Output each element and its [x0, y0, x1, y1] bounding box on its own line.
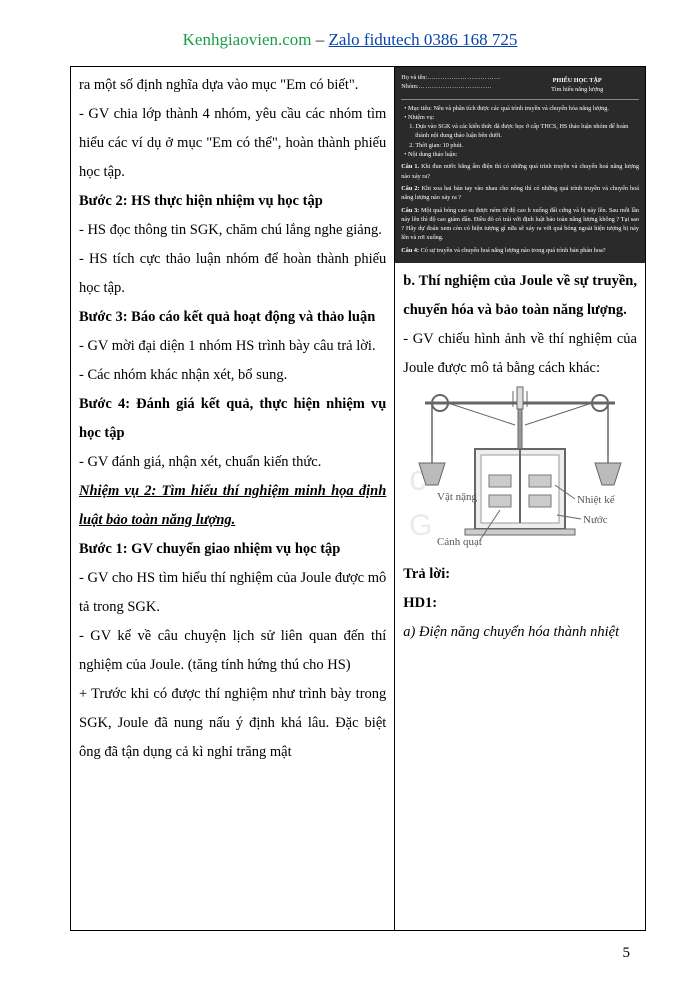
- ws-q4: Có sự truyền và chuyển hoá năng lượng nà…: [421, 247, 606, 254]
- task2-heading: Nhiệm vụ 2: Tìm hiểu thí nghiệm minh họa…: [79, 477, 386, 535]
- ws-q2: Khi xoa hai bàn tay vào nhau cho nóng th…: [401, 185, 639, 201]
- ws-dots: ……………………………: [427, 74, 501, 81]
- ws-title1: PHIẾU HỌC TẬP: [515, 76, 639, 85]
- ws-q3: Một quả bóng cao su được ném từ độ cao h…: [401, 207, 639, 242]
- svg-text:G: G: [409, 509, 432, 542]
- right-hb: b. Thí nghiệm của Joule về sự truyền, ch…: [403, 273, 637, 318]
- ws-name-label: Họ và tên:: [401, 74, 427, 81]
- ws-title2: Tìm hiểu năng lượng: [515, 85, 639, 94]
- right-column: Họ và tên:…………………………… Nhóm:…………………………… P…: [395, 67, 645, 930]
- step1b-heading: Bước 1: GV chuyển giao nhiệm vụ học tập: [79, 535, 386, 564]
- hd1-heading: HD1:: [403, 589, 637, 618]
- label-vat-nang: Vật nặng: [437, 491, 478, 503]
- left-p5: - GV mời đại diện 1 nhóm HS trình bày câ…: [79, 332, 386, 361]
- left-column: ra một số định nghĩa dựa vào mục "Em có …: [71, 67, 395, 930]
- ws-q1: Khi đun nước bằng ấm điện thì có những q…: [401, 163, 639, 179]
- ws-dots2: ……………………………: [419, 83, 493, 90]
- left-p2: - GV chia lớp thành 4 nhóm, yêu cầu các …: [79, 100, 386, 187]
- joule-diagram: c G: [405, 385, 635, 560]
- header-dash: –: [312, 30, 329, 49]
- right-r1: - GV chiếu hình ảnh về thí nghiệm của Jo…: [403, 325, 637, 383]
- left-p6: - Các nhóm khác nhận xét, bổ sung.: [79, 361, 386, 390]
- right-body: b. Thí nghiệm của Joule về sự truyền, ch…: [395, 263, 645, 653]
- ws-group-label: Nhóm:: [401, 83, 418, 90]
- answer-a: a) Điện năng chuyển hóa thành nhiệt: [403, 618, 637, 647]
- left-p3: - HS đọc thông tin SGK, chăm chú lắng ng…: [79, 216, 386, 245]
- ws-obj: Mục tiêu: Nêu và phân tích được các quá …: [408, 105, 609, 112]
- ws-task-label: Nhiệm vụ:: [408, 114, 434, 121]
- page-header: Kenhgiaovien.com – Zalo fidutech 0386 16…: [0, 0, 700, 66]
- site-name: Kenhgiaovien.com: [183, 30, 312, 49]
- content-frame: ra một số định nghĩa dựa vào mục "Em có …: [70, 66, 646, 931]
- ws-content-label: Nội dung thảo luận:: [408, 151, 457, 158]
- step4-heading: Bước 4: Đánh giá kết quả, thực hiện nhiệ…: [79, 390, 386, 448]
- page-number: 5: [623, 945, 631, 962]
- left-p8: - GV cho HS tìm hiểu thí nghiệm của Joul…: [79, 564, 386, 622]
- label-nuoc: Nước: [583, 514, 608, 526]
- label-nhiet-ke: Nhiệt kế: [577, 494, 616, 506]
- left-p4: - HS tích cực thảo luận nhóm để hoàn thà…: [79, 245, 386, 303]
- worksheet-box: Họ và tên:…………………………… Nhóm:…………………………… P…: [395, 67, 645, 263]
- label-canh-quat: Cánh quạt: [437, 536, 482, 548]
- left-p9: - GV kể về câu chuyện lịch sử liên quan …: [79, 622, 386, 680]
- step3-heading: Bước 3: Báo cáo kết quả hoạt động và thả…: [79, 303, 386, 332]
- zalo-link[interactable]: Zalo fidutech 0386 168 725: [329, 30, 518, 49]
- left-p7: - GV đánh giá, nhận xét, chuẩn kiến thức…: [79, 448, 386, 477]
- ws-t2: 2. Thời gian: 10 phút.: [401, 141, 639, 150]
- left-p10: + Trước khi có được thí nghiệm như trình…: [79, 680, 386, 767]
- answer-heading: Trả lời:: [403, 560, 637, 589]
- left-p1: ra một số định nghĩa dựa vào mục "Em có …: [79, 71, 386, 100]
- step2-heading: Bước 2: HS thực hiện nhiệm vụ học tập: [79, 187, 386, 216]
- ws-t1: 1. Dựa vào SGK và các kiến thức đã được …: [401, 122, 639, 141]
